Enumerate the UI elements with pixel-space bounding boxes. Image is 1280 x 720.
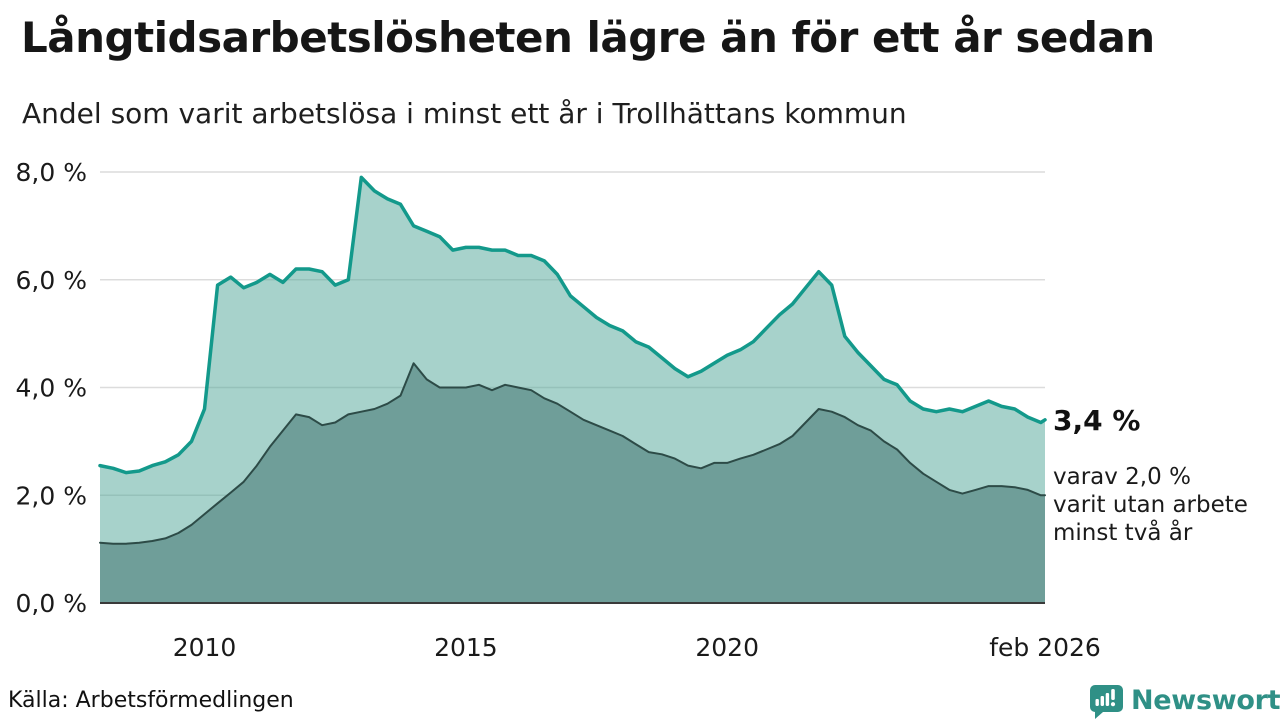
logo-bar-2	[1100, 696, 1104, 706]
logo-exclamation-dot	[1110, 702, 1116, 707]
latest-value-detail: varav 2,0 % varit utan arbete minst två …	[1053, 463, 1248, 547]
x-tick-label: feb 2026	[989, 633, 1101, 662]
newsworthy-logo-icon	[1090, 685, 1123, 719]
detail-line-3: minst två år	[1053, 520, 1193, 546]
y-tick-label: 0,0 %	[16, 589, 87, 618]
latest-value-label: 3,4 %	[1053, 404, 1141, 437]
logo-bar-3	[1105, 693, 1110, 706]
y-tick-label: 2,0 %	[16, 481, 87, 510]
chart-subtitle: Andel som varit arbetslösa i minst ett å…	[22, 97, 907, 130]
x-tick-label: 2020	[695, 633, 759, 662]
y-tick-label: 8,0 %	[16, 158, 87, 187]
chart-title: Långtidsarbetslösheten lägre än för ett …	[21, 13, 1155, 62]
area-unemployed-two-years	[100, 363, 1045, 603]
y-tick-label: 6,0 %	[16, 266, 87, 295]
detail-line-1: varav 2,0 %	[1053, 464, 1191, 490]
x-tick-label: 2015	[434, 633, 498, 662]
line-unemployed-one-year	[98, 175, 1047, 475]
detail-line-2: varit utan arbete	[1053, 492, 1248, 518]
logo-exclamation-stem	[1111, 689, 1115, 700]
y-tick-label: 4,0 %	[16, 374, 87, 403]
line-unemployed-two-years	[99, 362, 1046, 545]
newsworthy-brand: Newsworthy	[1086, 681, 1280, 719]
x-tick-label: 2010	[173, 633, 237, 662]
newsworthy-wordmark: Newsworthy	[1131, 684, 1280, 716]
logo-bar-1	[1095, 699, 1099, 706]
source-attribution: Källa: Arbetsförmedlingen	[8, 688, 294, 713]
